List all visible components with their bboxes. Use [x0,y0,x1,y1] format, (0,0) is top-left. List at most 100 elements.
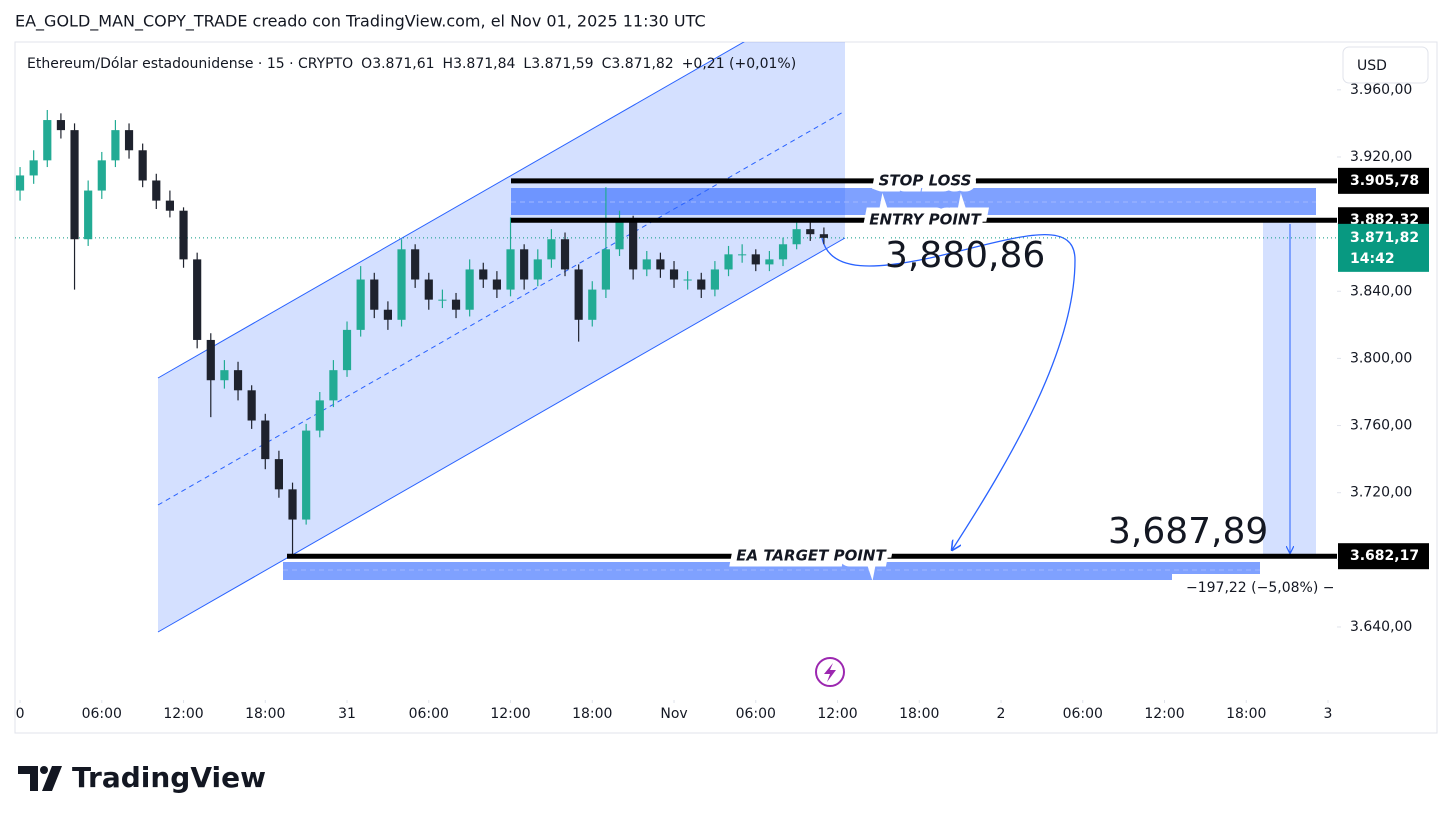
attribution: EA_GOLD_MAN_COPY_TRADE creado con Tradin… [15,12,706,32]
candle-body [247,390,256,421]
candle-body [29,160,38,176]
y-tick-label: 3.960,00 [1350,82,1412,98]
brand-logo [18,766,62,791]
candle-body [124,130,134,151]
candle-body [193,259,202,340]
candle-body [547,239,556,260]
ohlc-letter: L [523,56,531,72]
candle-body [492,279,501,290]
y-tick-label: 3.920,00 [1350,149,1412,165]
candle-body [656,259,665,270]
x-tick-label: 06:00 [736,706,776,722]
candle-body [819,234,828,238]
candle-body [370,279,379,310]
channel-top [157,42,745,379]
candle-body [56,120,66,131]
curved-arrow [821,234,1076,550]
candle-body [710,269,719,290]
x-tick-label: 0 [16,706,25,722]
last-price-tag [1338,223,1429,272]
x-tick-label: 12:00 [163,706,203,722]
target-zone [283,562,1260,580]
candle-body [629,220,638,270]
x-tick-label: 12:00 [1144,706,1184,722]
symbol: Ethereum/Dólar estadounidense · 15 · CRY… [27,56,353,72]
candle-body [451,299,461,310]
candle-body [342,329,352,371]
x-tick-label: 2 [997,706,1006,722]
candle-body [520,249,529,280]
candle-body [669,269,679,280]
candle-body [233,370,243,391]
candle-body [315,400,324,431]
candle-body [751,254,760,265]
candle-body [792,229,801,245]
x-tick-label: 06:00 [409,706,449,722]
candle-body [356,279,365,330]
level-price: 3.682,17 [1350,548,1419,564]
candle-body [588,289,597,320]
candle-body [424,279,433,300]
ohlc-value: 3.871,61 [372,56,434,72]
level-name: STOP LOSS [879,171,972,189]
x-tick-label: 06:00 [1063,706,1103,722]
candle-body [288,489,297,520]
level-price: 3.905,78 [1350,173,1419,189]
y-tick-label: 3.840,00 [1350,283,1412,299]
candle-body [138,150,147,181]
ohlc-letter: O [361,56,372,72]
x-tick-label: 18:00 [1226,706,1266,722]
candle-body [206,339,215,381]
last-price-label: 3.871,82 [1350,230,1419,246]
y-tick-label: 3.640,00 [1350,619,1412,635]
level-tag [1338,167,1429,194]
candle-body [261,420,270,460]
candle-body [574,269,583,320]
candle-body [533,259,542,280]
x-tick-label: Nov [660,706,687,722]
annotation: 3,880,86 [885,235,1045,276]
candle-body [84,190,93,240]
event-bolt [824,663,836,682]
x-tick-label: 12:00 [817,706,857,722]
candle-body [383,309,392,320]
level-name: ENTRY POINT [869,211,982,229]
candle-body [724,254,733,270]
x-tick-label: 31 [338,706,356,722]
x-tick-label: 06:00 [82,706,122,722]
event-icon[interactable] [815,657,845,687]
candle-body [778,244,788,260]
candle-body [179,210,188,260]
ohlc-value: 3.871,84 [453,56,515,72]
candle-body [615,220,624,250]
candle-body [601,249,610,290]
candle-body [220,370,229,381]
measure-label-bg [1172,574,1337,606]
candle-body [506,249,515,290]
candle-body [683,279,692,281]
candle-body [165,200,174,211]
candle-body [302,430,311,520]
channel-mid [157,110,846,506]
candle-body [438,299,447,301]
y-tick-label: 3.720,00 [1350,485,1412,501]
candle-body [411,249,420,280]
currency-text[interactable]: USD [1357,58,1387,74]
channel-bottom [157,237,846,633]
ohlc-letter: C [602,56,612,72]
x-tick-label: 18:00 [572,706,612,722]
x-tick-label: 3 [1324,706,1333,722]
candle-body [765,259,774,265]
ohlc-letter: H [443,56,454,72]
candle-body [152,180,161,201]
y-tick-label: 3.800,00 [1350,350,1412,366]
candle-body [329,370,338,401]
candle-body [479,269,488,280]
change: +0,21 (+0,01%) [682,56,796,72]
candle-body [465,269,474,310]
x-tick-label: 18:00 [245,706,285,722]
candle-body [697,279,706,290]
ohlc-value: 3.871,59 [531,56,593,72]
currency-button[interactable] [1342,46,1429,84]
brand: TradingView [72,761,266,794]
